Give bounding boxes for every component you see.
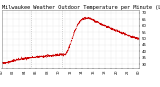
- Text: Milwaukee Weather Outdoor Temperature per Minute (Last 24 Hours): Milwaukee Weather Outdoor Temperature pe…: [2, 5, 160, 10]
